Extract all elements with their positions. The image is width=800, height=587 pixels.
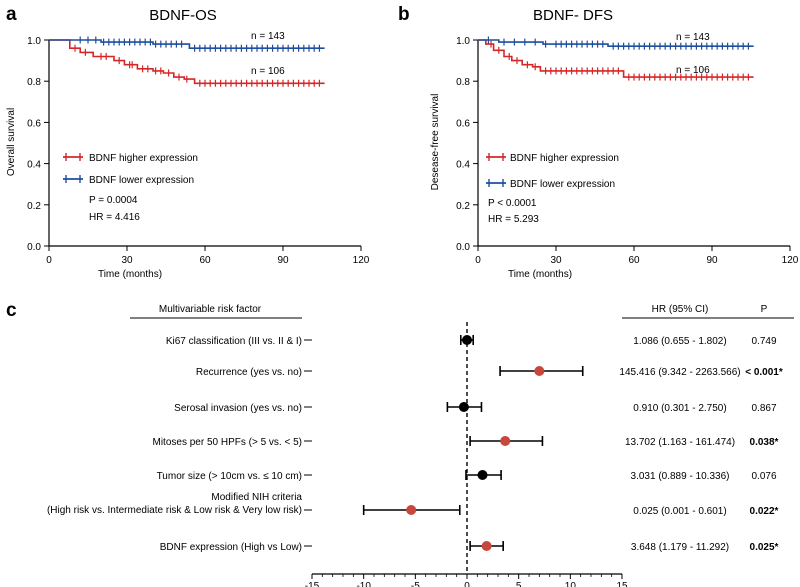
y-tick-label: 1.0 (456, 36, 470, 47)
p-value: 0.025* (750, 542, 779, 553)
y-tick-label: 0.8 (456, 77, 470, 88)
x-tick-label: -15 (305, 581, 320, 587)
p-value: 0.076 (751, 471, 776, 482)
legend-label-higher: BDNF higher expression (89, 153, 198, 164)
km-plot-os: BDNF-OS Overall survival Time (months) B… (6, 7, 370, 280)
risk-factor-label-line: Ki67 classification (III vs. II & I) (166, 336, 302, 347)
km-plot-dfs: BDNF- DFS Desease-free survival Time (mo… (430, 7, 799, 280)
x-tick-label: 60 (628, 255, 640, 266)
y-tick-label: 0.4 (456, 160, 470, 171)
hr-ci-value: 3.648 (1.179 - 11.292) (631, 542, 729, 553)
forest-header: Multivariable risk factor (159, 304, 262, 315)
risk-factor-label: Recurrence (yes vs. no) (196, 367, 302, 378)
risk-factor-label: BDNF expression (High vs Low) (160, 542, 302, 553)
p-value: 0.867 (751, 403, 776, 414)
survival-curve-lower (478, 39, 754, 48)
p-value: 0.749 (751, 336, 776, 347)
estimate-point (458, 402, 469, 412)
x-tick-label: 60 (199, 255, 211, 266)
risk-factor-label-line: Recurrence (yes vs. no) (196, 367, 302, 378)
estimate-point (500, 436, 511, 446)
hr-ci-value: 0.025 (0.001 - 0.601) (633, 506, 726, 517)
risk-factor-label: Tumor size (> 10cm vs. ≤ 10 cm) (157, 471, 302, 482)
x-tick-label: 15 (616, 581, 628, 587)
x-tick-label: 90 (277, 255, 289, 266)
risk-factor-label: Ki67 classification (III vs. II & I) (166, 336, 302, 347)
hr-header: HR (95% CI) (652, 304, 709, 315)
x-tick-label: 120 (782, 255, 799, 266)
x-axis-label: Time (months) (98, 269, 162, 280)
y-axis-label: Desease-free survival (430, 94, 441, 191)
chart-title: BDNF-OS (149, 7, 217, 24)
x-tick-label: 30 (121, 255, 133, 266)
risk-factor-label: Mitoses per 50 HPFs (> 5 vs. < 5) (153, 437, 303, 448)
n-label-lower: n = 143 (676, 32, 710, 43)
risk-factor-label-line: Tumor size (> 10cm vs. ≤ 10 cm) (157, 471, 302, 482)
risk-factor-label-line: Serosal invasion (yes vs. no) (174, 403, 302, 414)
risk-factor-label: Modified NIH criteria (High risk vs. Inte… (47, 492, 302, 516)
risk-factor-label: Serosal invasion (yes vs. no) (174, 403, 302, 414)
p-value: P = 0.0004 (89, 195, 138, 206)
chart-title: BDNF- DFS (533, 7, 613, 24)
p-header: P (761, 304, 768, 315)
risk-factor-label-line: BDNF expression (High vs Low) (160, 542, 302, 553)
x-tick-label: 5 (516, 581, 522, 587)
y-tick-label: 1.0 (27, 36, 41, 47)
panel-label-b: b (398, 4, 410, 25)
estimate-point (462, 335, 472, 345)
hr-ci-value: 13.702 (1.163 - 161.474) (625, 437, 735, 448)
y-tick-label: 0.2 (456, 201, 470, 212)
panel-label-a: a (6, 4, 17, 25)
x-tick-label: 120 (353, 255, 370, 266)
p-value: 0.022* (750, 506, 779, 517)
survival-curve-higher (49, 39, 325, 85)
y-tick-label: 0.0 (456, 242, 470, 253)
risk-factor-label-line: Modified NIH criteria (211, 492, 302, 503)
n-label-higher: n = 106 (251, 66, 285, 77)
x-tick-label: 0 (464, 581, 470, 587)
legend-label-higher: BDNF higher expression (510, 153, 619, 164)
y-tick-label: 0.8 (27, 77, 41, 88)
x-tick-label: 90 (706, 255, 718, 266)
risk-factor-label-line: (High risk vs. Intermediate risk & Low r… (47, 505, 302, 516)
y-tick-label: 0.6 (456, 118, 470, 129)
hr-ci-value: 3.031 (0.889 - 10.336) (631, 471, 730, 482)
risk-factor-label-line: Mitoses per 50 HPFs (> 5 vs. < 5) (153, 437, 303, 448)
x-tick-label: 0 (46, 255, 52, 266)
hr-ci-value: 0.910 (0.301 - 2.750) (633, 403, 726, 414)
x-tick-label: 0 (475, 255, 481, 266)
x-axis-label: Time (months) (508, 269, 572, 280)
estimate-point (481, 541, 492, 551)
n-label-higher: n = 106 (676, 65, 710, 76)
hr-ci-value: 145.416 (9.342 - 2263.566) (619, 367, 740, 378)
p-value: P < 0.0001 (488, 198, 537, 209)
hazard-ratio: HR = 5.293 (488, 214, 539, 225)
hazard-ratio: HR = 4.416 (89, 212, 140, 223)
y-tick-label: 0.0 (27, 242, 41, 253)
y-tick-label: 0.6 (27, 118, 41, 129)
x-tick-label: -5 (411, 581, 420, 587)
forest-plot: Multivariable risk factor HR (95% CI) P … (47, 304, 794, 587)
y-tick-label: 0.2 (27, 201, 41, 212)
legend-label-lower: BDNF lower expression (89, 175, 194, 186)
x-tick-label: 10 (565, 581, 577, 587)
p-value: < 0.001* (745, 367, 783, 378)
estimate-point (534, 366, 545, 376)
x-tick-label: 30 (550, 255, 562, 266)
survival-curve-lower (49, 39, 325, 50)
p-value: 0.038* (750, 437, 779, 448)
panel-label-c: c (6, 300, 17, 321)
estimate-point (477, 470, 488, 480)
n-label-lower: n = 143 (251, 31, 285, 42)
y-tick-label: 0.4 (27, 160, 41, 171)
hr-ci-value: 1.086 (0.655 - 1.802) (633, 336, 726, 347)
legend-label-lower: BDNF lower expression (510, 179, 615, 190)
x-tick-label: -10 (356, 581, 371, 587)
estimate-point (406, 505, 417, 515)
y-axis-label: Overall survival (6, 108, 17, 176)
